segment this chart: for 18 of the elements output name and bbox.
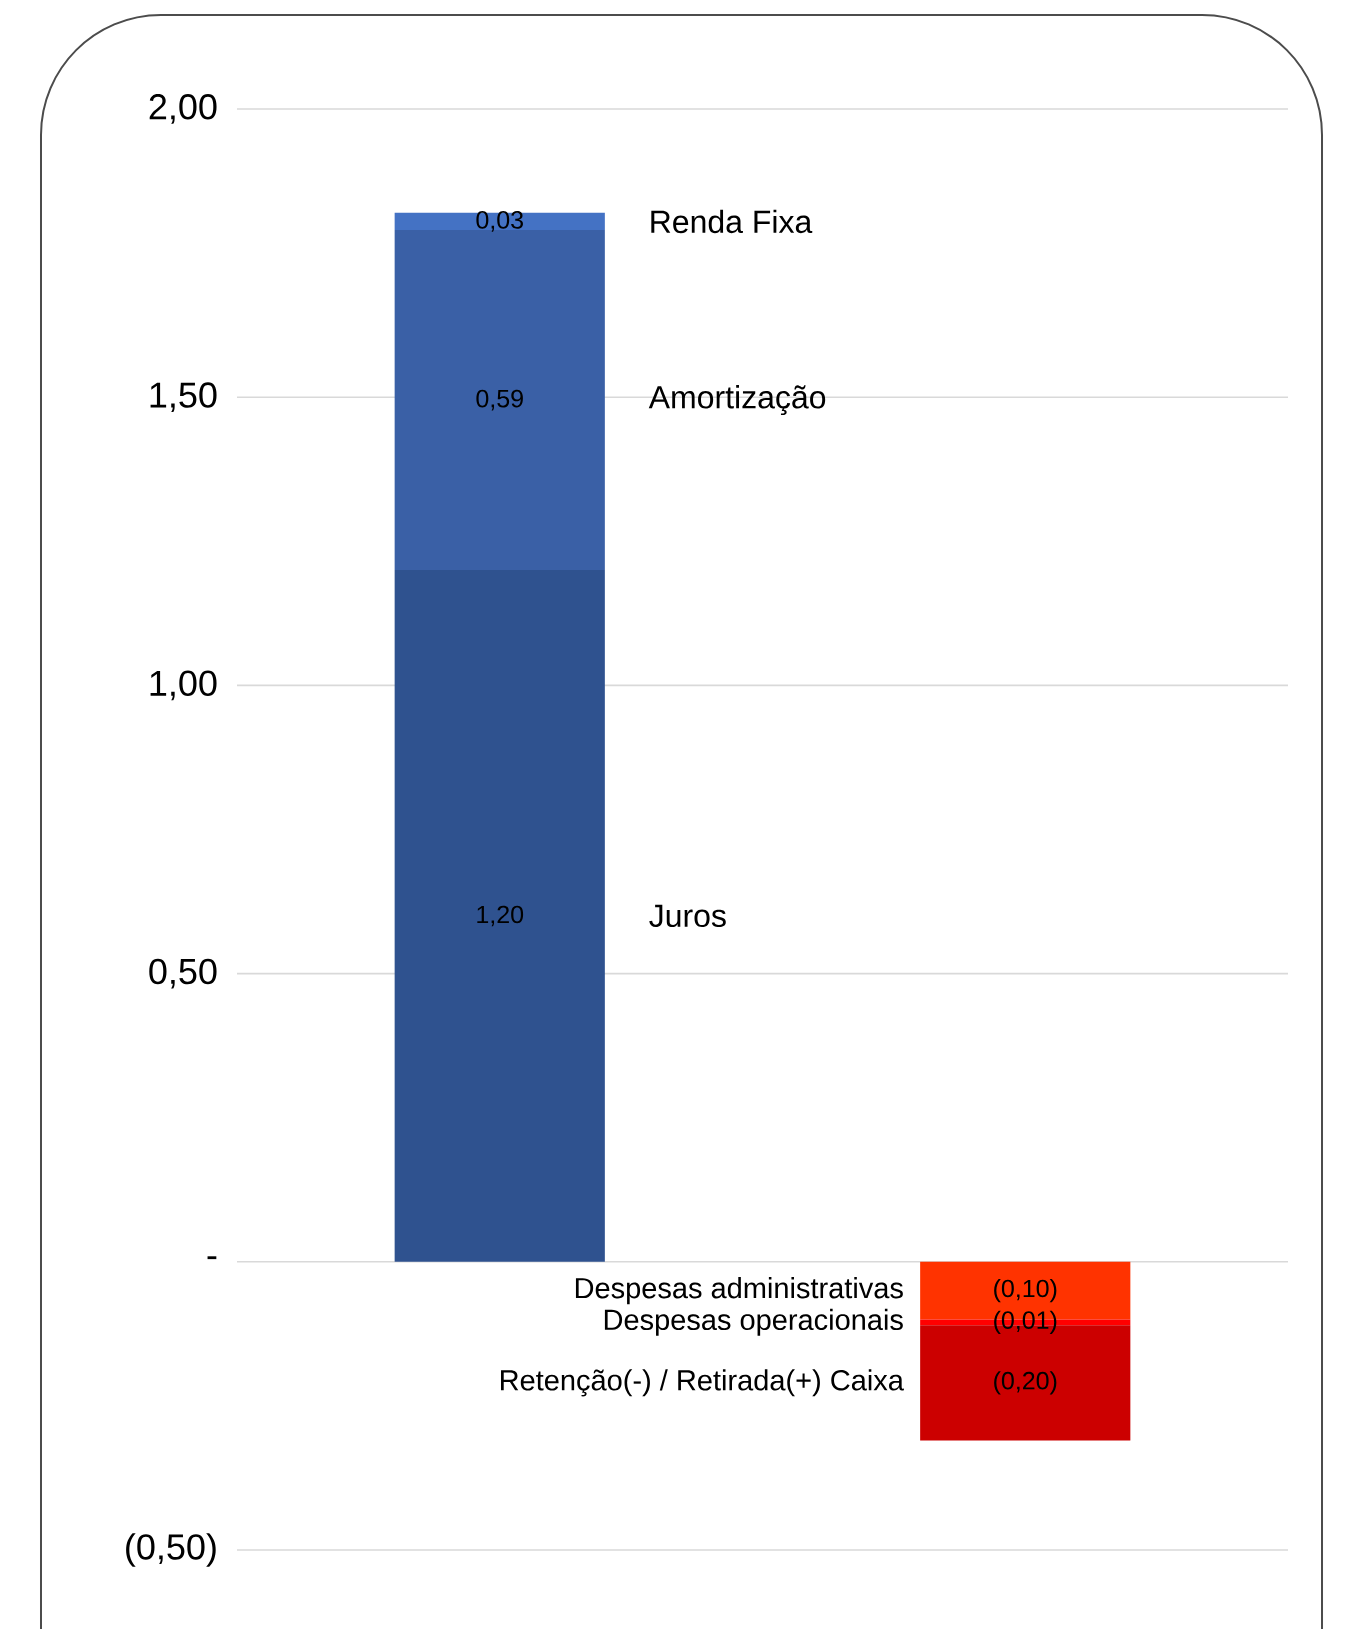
y-tick-label: (0,50) xyxy=(126,1533,216,1567)
y-tick-label: - xyxy=(207,1256,217,1260)
y-tick-label: 1,50 xyxy=(150,382,217,413)
series-label: Retenção(-) / Retirada(+) Caixa xyxy=(501,1369,904,1397)
data-label: (0,10) xyxy=(994,1278,1057,1303)
y-tick-label: 2,00 xyxy=(149,94,217,124)
series-label: Renda Fixa xyxy=(651,209,813,234)
y-tick-label: 1,00 xyxy=(150,670,217,701)
data-label: 0,59 xyxy=(476,389,523,411)
data-label: 0,03 xyxy=(476,211,523,232)
data-label: (0,20) xyxy=(994,1371,1057,1395)
series-label: Juros xyxy=(649,904,726,928)
series-label: Despesas administrativas xyxy=(575,1277,903,1305)
series-label: Despesas operacionais xyxy=(604,1308,903,1336)
data-label: (0,01) xyxy=(994,1310,1057,1334)
y-tick-label: 0,50 xyxy=(149,958,217,989)
series-label: Amortização xyxy=(648,385,826,416)
data-label: 1,20 xyxy=(477,905,524,927)
